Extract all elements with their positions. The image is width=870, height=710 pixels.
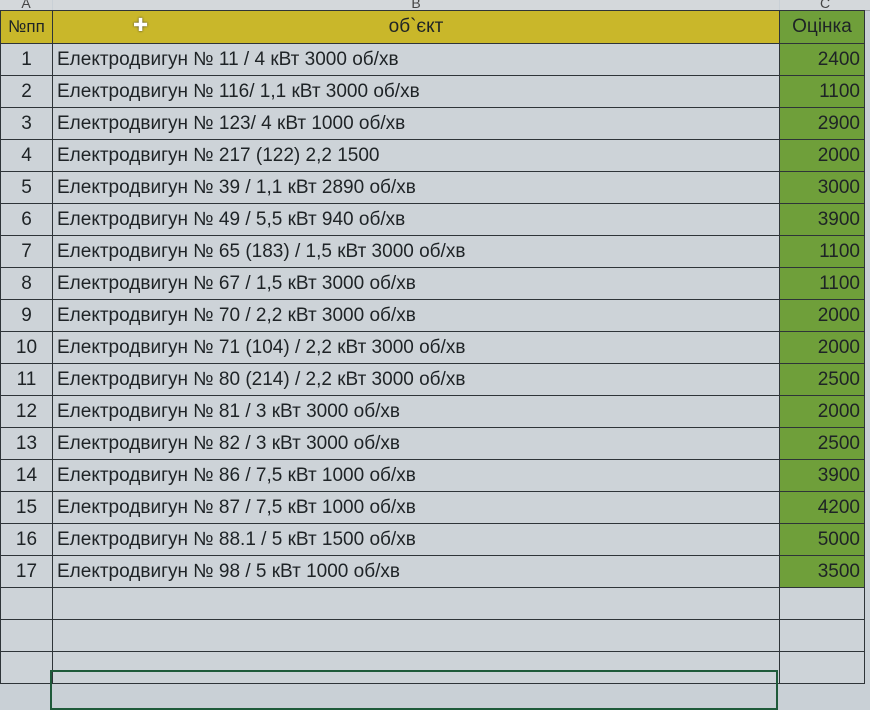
table-row: 2 Електродвигун № 116/ 1,1 кВт 3000 об/хв…	[0, 75, 865, 108]
empty-row	[0, 619, 865, 652]
object-cell[interactable]: Електродвигун № 70 / 2,2 кВт 3000 об/хв	[52, 299, 780, 332]
value-cell[interactable]: 1100	[779, 235, 865, 268]
table-row: 3 Електродвигун № 123/ 4 кВт 1000 об/хв 29…	[0, 107, 865, 140]
row-number-cell[interactable]: 17	[0, 555, 53, 588]
value-cell[interactable]: 2500	[779, 427, 865, 460]
object-cell[interactable]: Електродвигун № 71 (104) / 2,2 кВт 3000 …	[52, 331, 780, 364]
object-cell[interactable]: Електродвигун № 11 / 4 кВт 3000 об/хв	[52, 43, 780, 76]
row-number-cell[interactable]: 15	[0, 491, 53, 524]
row-number-cell[interactable]: 13	[0, 427, 53, 460]
value-cell[interactable]: 4200	[779, 491, 865, 524]
row-number-cell[interactable]: 10	[0, 331, 53, 364]
value-cell[interactable]: 2000	[779, 139, 865, 172]
empty-row	[0, 587, 865, 620]
row-number-cell[interactable]: 11	[0, 363, 53, 396]
value-cell[interactable]: 2000	[779, 395, 865, 428]
value-cell[interactable]: 3900	[779, 459, 865, 492]
object-cell[interactable]: Електродвигун № 86 / 7,5 кВт 1000 об/хв	[52, 459, 780, 492]
value-cell[interactable]: 5000	[779, 523, 865, 556]
row-number-cell[interactable]: 16	[0, 523, 53, 556]
object-cell[interactable]: Електродвигун № 81 / 3 кВт 3000 об/хв	[52, 395, 780, 428]
row-number-cell[interactable]: 8	[0, 267, 53, 300]
value-cell[interactable]: 2000	[779, 331, 865, 364]
row-number-cell[interactable]: 4	[0, 139, 53, 172]
row-number-cell[interactable]: 12	[0, 395, 53, 428]
table-row: 14 Електродвигун № 86 / 7,5 кВт 1000 об/х…	[0, 459, 865, 492]
row-number-cell[interactable]: 7	[0, 235, 53, 268]
object-cell[interactable]: Електродвигун № 82 / 3 кВт 3000 об/хв	[52, 427, 780, 460]
value-cell[interactable]: 1100	[779, 267, 865, 300]
table-row: 15 Електродвигун № 87 / 7,5 кВт 1000 об/х…	[0, 491, 865, 524]
row-number-cell[interactable]: 3	[0, 107, 53, 140]
empty-cell[interactable]	[779, 619, 865, 652]
row-number-cell[interactable]: 6	[0, 203, 53, 236]
table-row: 4 Електродвигун № 217 (122) 2,2 1500 2000	[0, 139, 865, 172]
cell-cursor-plus-icon: ✚	[133, 15, 149, 35]
row-number-cell[interactable]: 5	[0, 171, 53, 204]
object-cell[interactable]: Електродвигун № 123/ 4 кВт 1000 об/хв	[52, 107, 780, 140]
object-cell[interactable]: Електродвигун № 88.1 / 5 кВт 1500 об/хв	[52, 523, 780, 556]
spreadsheet-table: №пп ✚ об`єкт Оцінка 1 Електродвигун № 11 /…	[0, 10, 865, 684]
table-row: 7 Електродвигун № 65 (183) / 1,5 кВт 3000…	[0, 235, 865, 268]
object-cell[interactable]: Електродвигун № 87 / 7,5 кВт 1000 об/хв	[52, 491, 780, 524]
empty-cell[interactable]	[52, 619, 780, 652]
value-cell[interactable]: 3900	[779, 203, 865, 236]
table-row: 16 Електродвигун № 88.1 / 5 кВт 1500 об/х…	[0, 523, 865, 556]
object-cell[interactable]: Електродвигун № 39 / 1,1 кВт 2890 об/хв	[52, 171, 780, 204]
object-cell[interactable]: Електродвигун № 217 (122) 2,2 1500	[52, 139, 780, 172]
empty-cell[interactable]	[779, 587, 865, 620]
object-cell[interactable]: Електродвигун № 98 / 5 кВт 1000 об/хв	[52, 555, 780, 588]
row-number-cell[interactable]: 9	[0, 299, 53, 332]
empty-cell[interactable]	[0, 651, 53, 684]
object-cell[interactable]: Електродвигун № 80 (214) / 2,2 кВт 3000 …	[52, 363, 780, 396]
table-row: 13 Електродвигун № 82 / 3 кВт 3000 об/хв 2…	[0, 427, 865, 460]
object-cell[interactable]: Електродвигун № 116/ 1,1 кВт 3000 об/хв	[52, 75, 780, 108]
table-row: 17 Електродвигун № 98 / 5 кВт 1000 об/хв 3…	[0, 555, 865, 588]
value-cell[interactable]: 1100	[779, 75, 865, 108]
table-row: 1 Електродвигун № 11 / 4 кВт 3000 об/хв 24…	[0, 43, 865, 76]
object-cell[interactable]: Електродвигун № 49 / 5,5 кВт 940 об/хв	[52, 203, 780, 236]
empty-cell[interactable]	[0, 619, 53, 652]
empty-cell[interactable]	[0, 587, 53, 620]
selected-cell[interactable]	[50, 670, 778, 710]
value-cell[interactable]: 2000	[779, 299, 865, 332]
table-row: 5 Електродвигун № 39 / 1,1 кВт 2890 об/хв…	[0, 171, 865, 204]
table-row: 6 Електродвигун № 49 / 5,5 кВт 940 об/хв 3…	[0, 203, 865, 236]
header-object[interactable]: ✚ об`єкт	[52, 10, 780, 44]
row-number-cell[interactable]: 14	[0, 459, 53, 492]
header-row: №пп ✚ об`єкт Оцінка	[0, 10, 865, 44]
empty-cell[interactable]	[52, 651, 780, 684]
empty-row	[0, 651, 865, 684]
header-num[interactable]: №пп	[0, 10, 53, 44]
value-cell[interactable]: 2400	[779, 43, 865, 76]
object-cell[interactable]: Електродвигун № 65 (183) / 1,5 кВт 3000 …	[52, 235, 780, 268]
value-cell[interactable]: 3500	[779, 555, 865, 588]
table-row: 8 Електродвигун № 67 / 1,5 кВт 3000 об/хв…	[0, 267, 865, 300]
empty-cell[interactable]	[779, 651, 865, 684]
object-cell[interactable]: Електродвигун № 67 / 1,5 кВт 3000 об/хв	[52, 267, 780, 300]
table-row: 12 Електродвигун № 81 / 3 кВт 3000 об/хв 2…	[0, 395, 865, 428]
table-row: 10 Електродвигун № 71 (104) / 2,2 кВт 300…	[0, 331, 865, 364]
header-value[interactable]: Оцінка	[779, 10, 865, 44]
value-cell[interactable]: 2900	[779, 107, 865, 140]
empty-cell[interactable]	[52, 587, 780, 620]
value-cell[interactable]: 3000	[779, 171, 865, 204]
table-row: 9 Електродвигун № 70 / 2,2 кВт 3000 об/хв…	[0, 299, 865, 332]
table-row: 11 Електродвигун № 80 (214) / 2,2 кВт 300…	[0, 363, 865, 396]
header-object-label: об`єкт	[388, 16, 444, 37]
row-number-cell[interactable]: 1	[0, 43, 53, 76]
row-number-cell[interactable]: 2	[0, 75, 53, 108]
value-cell[interactable]: 2500	[779, 363, 865, 396]
